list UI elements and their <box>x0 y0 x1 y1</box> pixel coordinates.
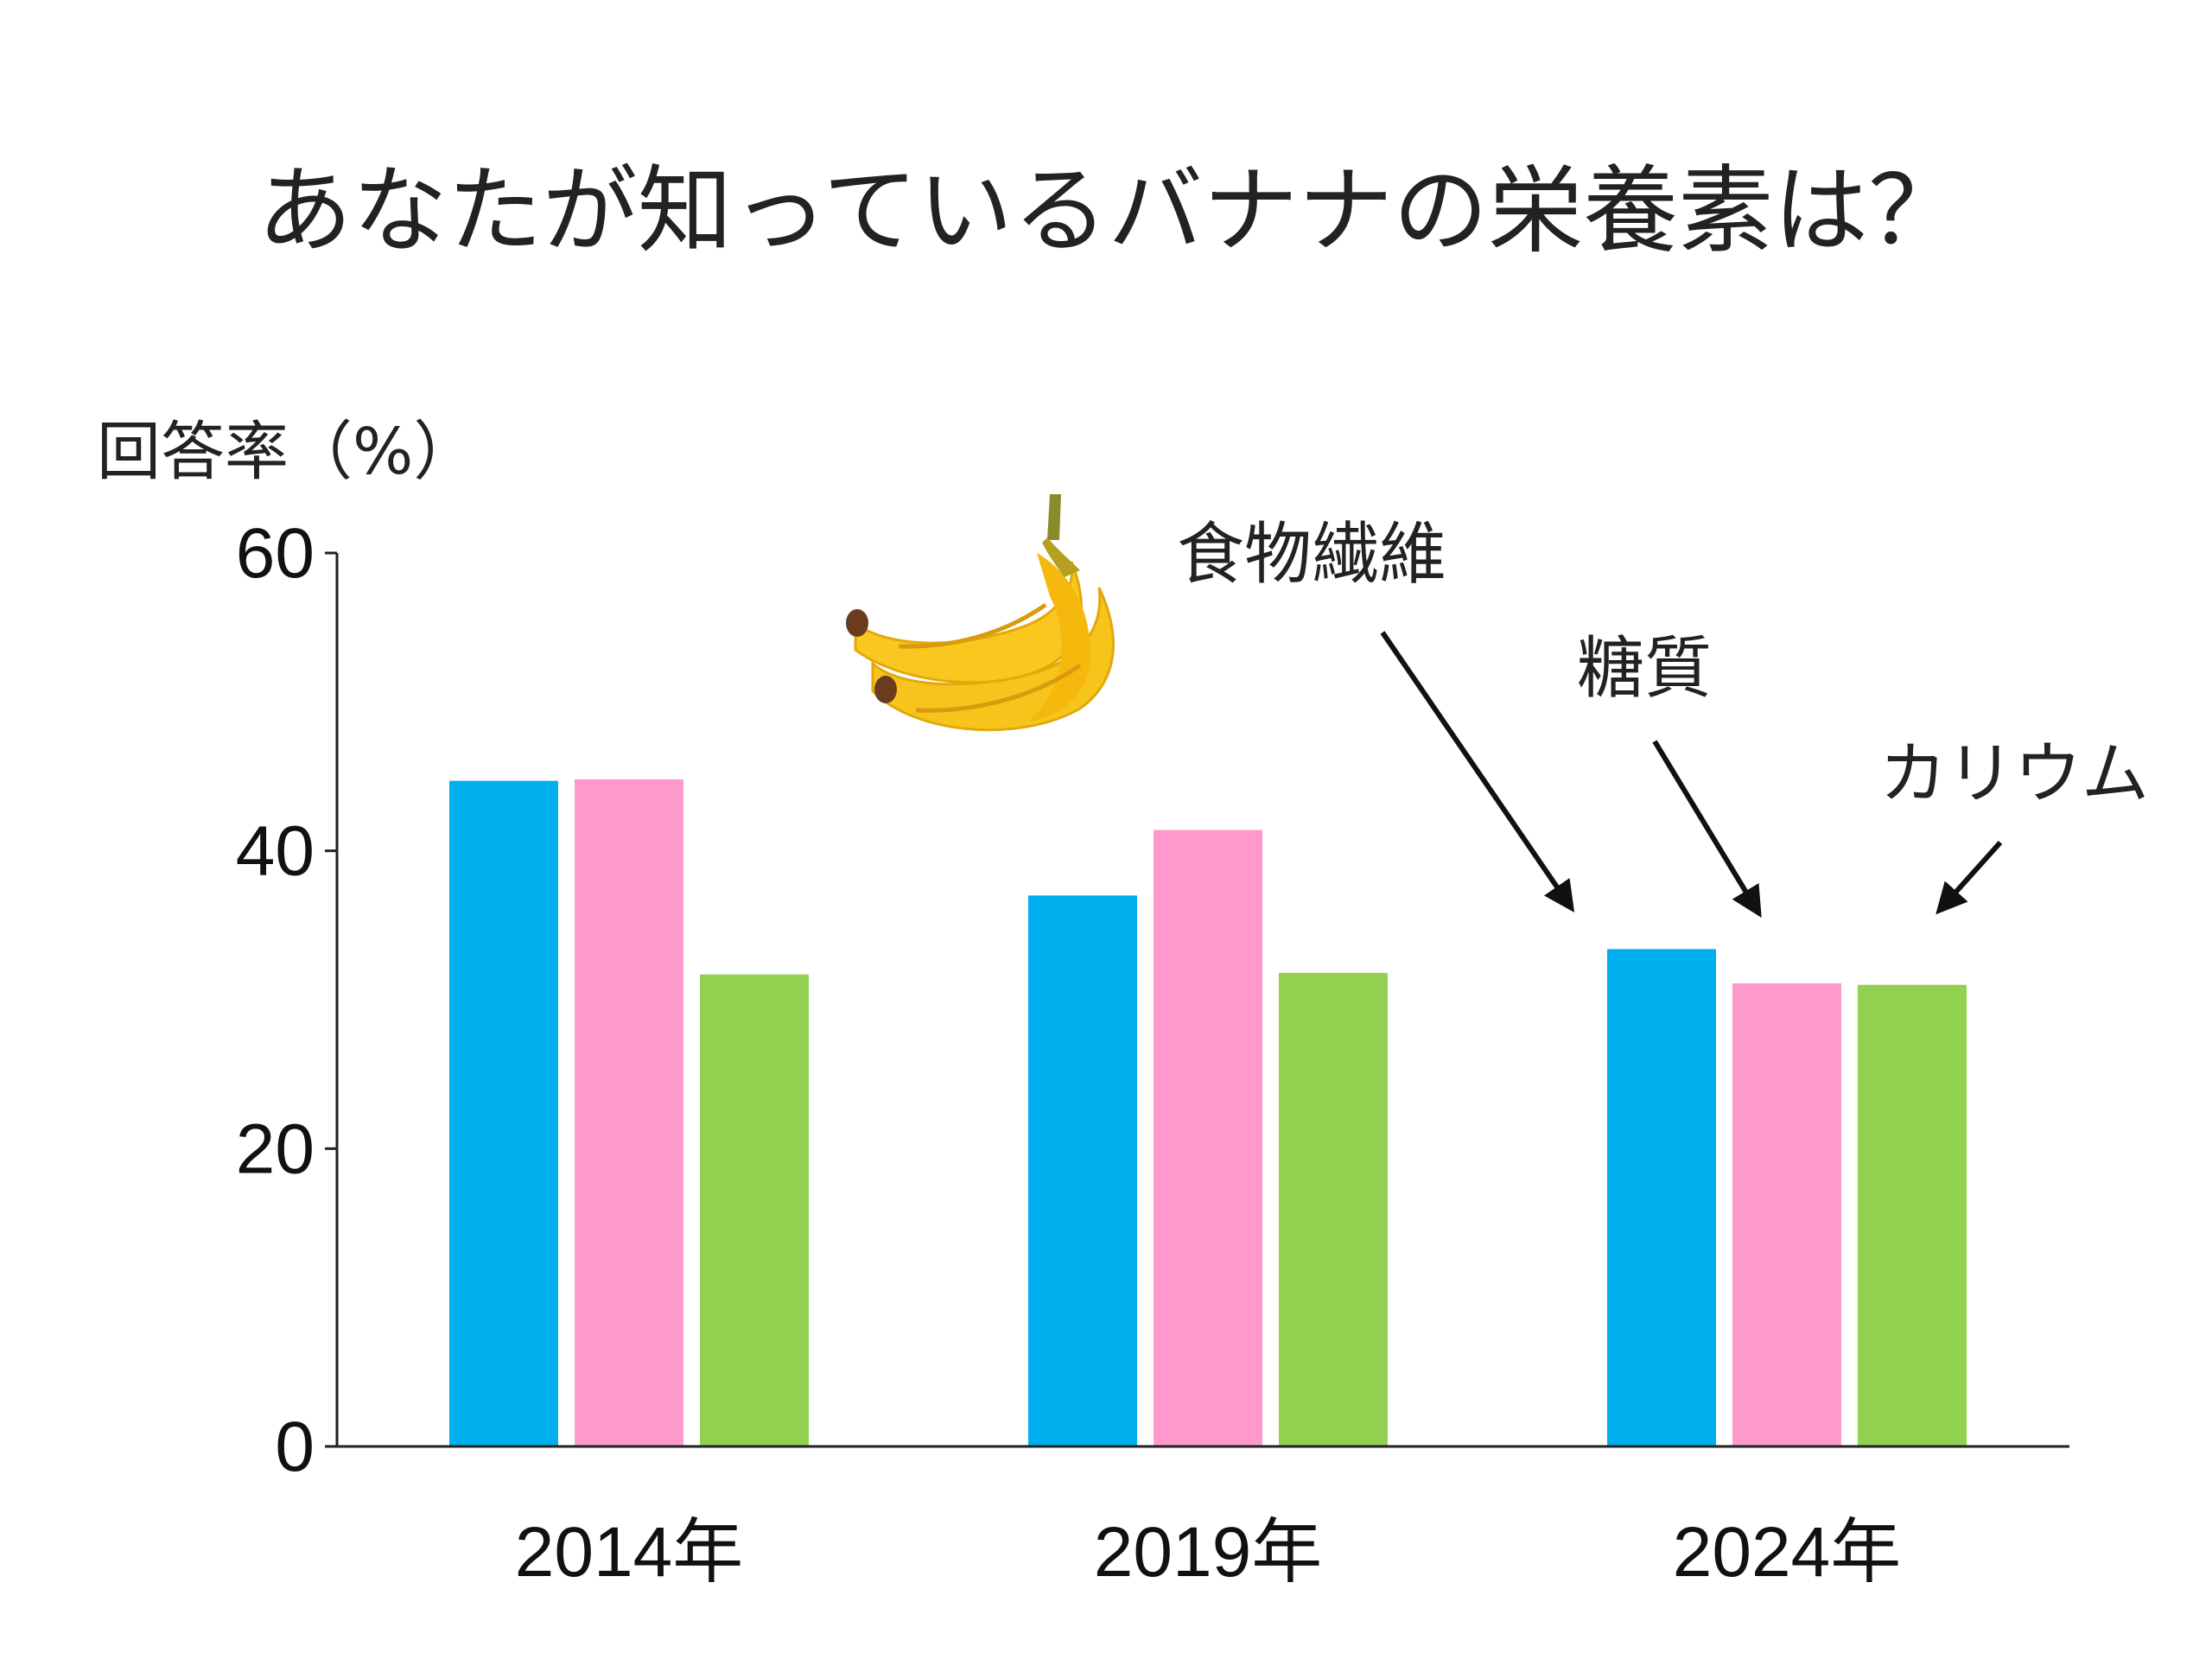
bar <box>1732 983 1841 1446</box>
category-labels: 2014年 2019年 2024年 <box>515 1513 1901 1592</box>
bar <box>1858 984 1967 1446</box>
y-tick-label: 20 <box>236 1109 315 1188</box>
bars <box>449 779 1967 1446</box>
x-tick-label: 2014年 <box>515 1513 743 1592</box>
y-tick-label: 0 <box>275 1408 315 1486</box>
x-tick-label: 2024年 <box>1673 1513 1901 1592</box>
arrow-potassium <box>1936 840 2003 915</box>
banana-icon <box>846 494 1115 732</box>
arrow-fiber <box>1380 631 1575 912</box>
bar <box>700 974 809 1446</box>
bar <box>1607 949 1716 1446</box>
y-ticks: 0 20 40 60 <box>236 514 337 1486</box>
y-tick-label: 40 <box>236 812 315 891</box>
bar <box>575 779 683 1446</box>
y-axis-label: 回答率（%） <box>97 415 477 489</box>
bar <box>1028 895 1137 1446</box>
annotation-sugar: 糖質 <box>1577 630 1712 708</box>
bar <box>1279 972 1388 1446</box>
y-tick-label: 60 <box>236 514 315 593</box>
annotation-potassium: カリウム <box>1879 735 2149 813</box>
bar <box>449 780 558 1446</box>
arrow-sugar <box>1652 740 1762 918</box>
bar <box>1154 830 1262 1446</box>
x-tick-label: 2019年 <box>1094 1513 1322 1592</box>
chart-title: あなたが知っているバナナの栄養素は？ <box>257 156 1964 266</box>
annotation-fiber: 食物繊維 <box>1177 516 1446 594</box>
